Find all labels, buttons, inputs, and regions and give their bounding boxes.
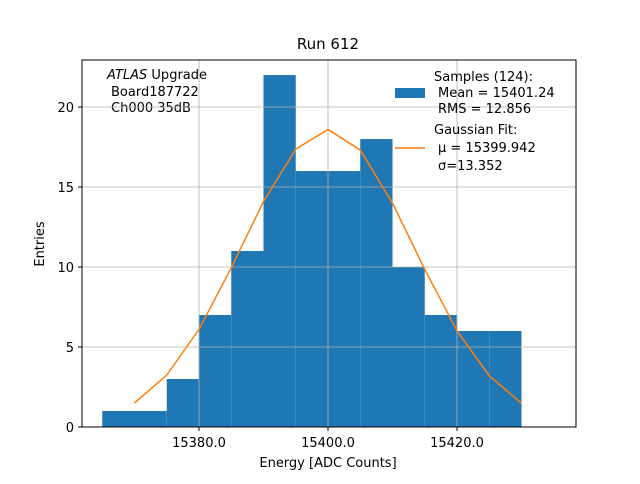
histogram-bar bbox=[456, 331, 490, 427]
histogram-bar bbox=[360, 139, 393, 428]
annotation-line: ATLAS bbox=[106, 68, 147, 83]
histogram-bar bbox=[166, 379, 200, 427]
x-axis-label: Energy [ADC Counts] bbox=[259, 456, 396, 471]
annotation-line: Upgrade bbox=[151, 68, 207, 83]
plot-frame bbox=[81, 59, 577, 428]
y-tick-label: 0 bbox=[66, 421, 74, 436]
legend-patch bbox=[395, 88, 425, 98]
legend-detail: σ=13.352 bbox=[438, 159, 503, 174]
histogram-bar bbox=[134, 411, 167, 427]
chart-title: Run 612 bbox=[297, 35, 359, 53]
legend-detail: μ = 15399.942 bbox=[438, 141, 536, 156]
legend-label: Samples (124): bbox=[434, 70, 533, 85]
x-tick-label: 15380.0 bbox=[172, 436, 226, 451]
histogram-bar bbox=[231, 251, 264, 427]
x-tick-label: 15400.0 bbox=[301, 436, 355, 451]
histogram-bar bbox=[263, 75, 296, 427]
annotation-line: Ch000 35dB bbox=[111, 101, 191, 116]
legend-detail: Mean = 15401.24 bbox=[438, 86, 555, 101]
annotation: ATLAS Upgrade bbox=[106, 68, 207, 83]
y-tick-label: 15 bbox=[57, 181, 74, 196]
fit-line bbox=[134, 128, 522, 404]
x-tick-label: 15420.0 bbox=[430, 436, 484, 451]
histogram-bar bbox=[102, 411, 135, 427]
histogram-bar bbox=[328, 171, 361, 427]
legend-detail: RMS = 12.856 bbox=[438, 102, 531, 117]
histogram-bar bbox=[424, 315, 457, 427]
y-axis-label: Entries bbox=[33, 221, 48, 267]
histogram-bar bbox=[295, 171, 329, 427]
histogram-bar bbox=[199, 315, 232, 427]
legend-label: Gaussian Fit: bbox=[434, 123, 517, 138]
y-tick-label: 20 bbox=[57, 101, 74, 116]
y-tick-label: 5 bbox=[66, 341, 74, 356]
y-tick-label: 10 bbox=[57, 261, 74, 276]
annotation-line: Board187722 bbox=[111, 85, 199, 100]
